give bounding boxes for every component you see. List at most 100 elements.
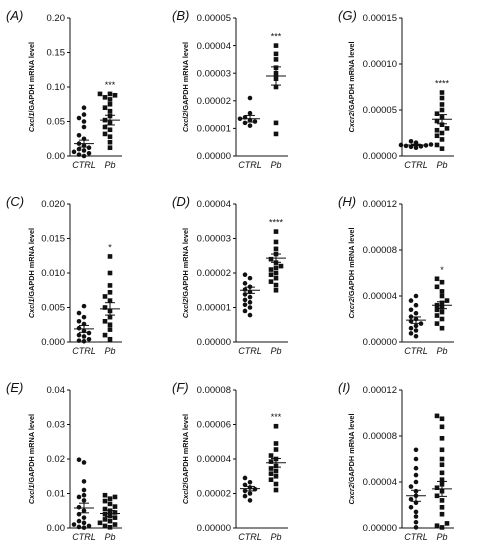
panel-label: (G): [338, 8, 357, 23]
data-point-pb: [273, 447, 279, 452]
y-axis-label-gene: Cxcl1: [27, 113, 36, 132]
data-point-ctrl: [408, 496, 414, 502]
y-axis-label-gene: Cxcl1: [27, 485, 36, 504]
data-point-ctrl: [413, 509, 419, 515]
chart-panel: (D) 0.00000 0.00001 0.00002 0.00003 0.00004 Cx…: [172, 194, 288, 356]
data-point-ctrl: [413, 465, 419, 471]
data-point-ctrl: [413, 479, 419, 485]
y-tick-label: 0.00: [47, 523, 66, 534]
data-point-pb: [439, 436, 445, 441]
data-point-ctrl: [81, 119, 87, 124]
data-point-pb: [273, 270, 279, 276]
data-point-ctrl: [76, 505, 82, 510]
data-point-ctrl: [413, 302, 419, 308]
data-point-pb: [268, 272, 274, 278]
significance-marker: ****: [435, 79, 450, 89]
y-axis-label: Cxcl2/GAPDH mRNA level: [181, 414, 190, 504]
data-point-ctrl: [413, 472, 419, 478]
y-axis-label: Cxcr2/GAPDH mRNA level: [347, 42, 356, 133]
data-point-ctrl: [81, 303, 87, 309]
data-point-pb: [273, 120, 279, 126]
y-tick-label: 0.00006: [197, 420, 231, 431]
y-tick-label: 0.020: [41, 199, 65, 210]
data-point-ctrl: [242, 287, 248, 292]
category-label: Pb: [436, 160, 447, 170]
y-tick-label: 0.00001: [197, 124, 231, 135]
y-axis-label-rest: /GAPDH mRNA level: [347, 228, 356, 299]
y-tick-label: 0.005: [41, 303, 65, 314]
data-point-pb: [439, 122, 445, 128]
data-point-ctrl: [413, 456, 419, 462]
data-point-pb: [273, 441, 279, 446]
data-point-ctrl: [81, 112, 87, 117]
y-tick-label: 0.00008: [363, 431, 397, 442]
y-axis-label-gene: Cxcl1: [27, 299, 36, 318]
panel-label: (C): [6, 194, 24, 209]
data-point-pb: [273, 239, 279, 245]
data-point-pb: [107, 314, 113, 320]
data-point-ctrl: [247, 110, 253, 116]
y-axis-label-gene: Cxcl2: [181, 299, 190, 318]
y-axis-label-rest: /GAPDH mRNA level: [181, 42, 190, 113]
data-point-pb: [102, 498, 108, 504]
y-tick-label: 0.20: [47, 13, 66, 24]
panel-label: (I): [338, 380, 350, 395]
data-point-pb: [273, 487, 279, 493]
data-point-pb: [273, 84, 279, 90]
y-axis-label-rest: /GAPDH mRNA level: [181, 414, 190, 485]
data-point-ctrl: [81, 498, 87, 503]
data-point-pb: [107, 322, 113, 328]
data-point-ctrl: [76, 332, 82, 338]
data-point-ctrl: [413, 293, 419, 299]
data-point-ctrl: [76, 115, 82, 121]
y-tick-label: 0.05: [47, 117, 66, 128]
data-point-pb: [102, 319, 108, 324]
data-point-pb: [268, 279, 274, 284]
data-point-pb: [434, 413, 440, 419]
data-point-pb: [439, 505, 445, 510]
data-point-pb: [102, 294, 108, 299]
data-point-pb: [112, 510, 118, 515]
category-label: Pb: [436, 532, 447, 542]
significance-marker: *: [440, 265, 444, 275]
category-label: Pb: [104, 160, 115, 170]
y-axis-label: Cxcl2/GAPDH mRNA level: [181, 228, 190, 318]
data-point-pb: [439, 525, 445, 530]
data-point-ctrl: [247, 95, 253, 101]
y-axis-label-rest: /GAPDH mRNA level: [347, 414, 356, 485]
category-label: Pb: [104, 532, 115, 542]
data-point-ctrl: [242, 302, 248, 308]
data-point-pb: [97, 520, 103, 526]
data-point-ctrl: [408, 307, 414, 313]
data-point-pb: [434, 313, 440, 318]
chart-panel: (E) 0.00 0.01 0.02 0.03 0.04 Cxcl1/GAPDH mRNA …: [6, 380, 122, 542]
y-tick-label: 0.00000: [363, 151, 397, 162]
data-point-pb: [434, 111, 440, 116]
data-point-ctrl: [242, 292, 248, 297]
data-point-pb: [439, 511, 445, 517]
data-point-pb: [439, 470, 445, 476]
y-tick-label: 0.00008: [363, 245, 397, 256]
y-axis-label: Cxcl1/GAPDH mRNA level: [27, 228, 36, 318]
data-point-pb: [107, 270, 113, 276]
data-point-ctrl: [413, 519, 419, 525]
data-point-ctrl: [242, 493, 248, 499]
data-point-pb: [107, 298, 113, 303]
data-point-ctrl: [408, 138, 414, 144]
data-point-pb: [439, 477, 445, 482]
data-point-pb: [273, 131, 279, 137]
data-point-pb: [107, 518, 113, 524]
data-point-ctrl: [242, 297, 248, 303]
data-point-pb: [102, 506, 108, 512]
y-axis-label-gene: Cxcr2: [347, 112, 356, 132]
data-point-pb: [434, 142, 440, 148]
data-point-pb: [107, 254, 113, 259]
data-point-ctrl: [247, 305, 253, 310]
data-point-ctrl: [428, 142, 434, 147]
y-tick-label: 0.00004: [363, 291, 397, 302]
y-axis-label: Cxcl2/GAPDH mRNA level: [181, 42, 190, 132]
data-point-ctrl: [81, 339, 87, 344]
data-point-pb: [102, 523, 108, 529]
category-label: CTRL: [404, 346, 428, 356]
